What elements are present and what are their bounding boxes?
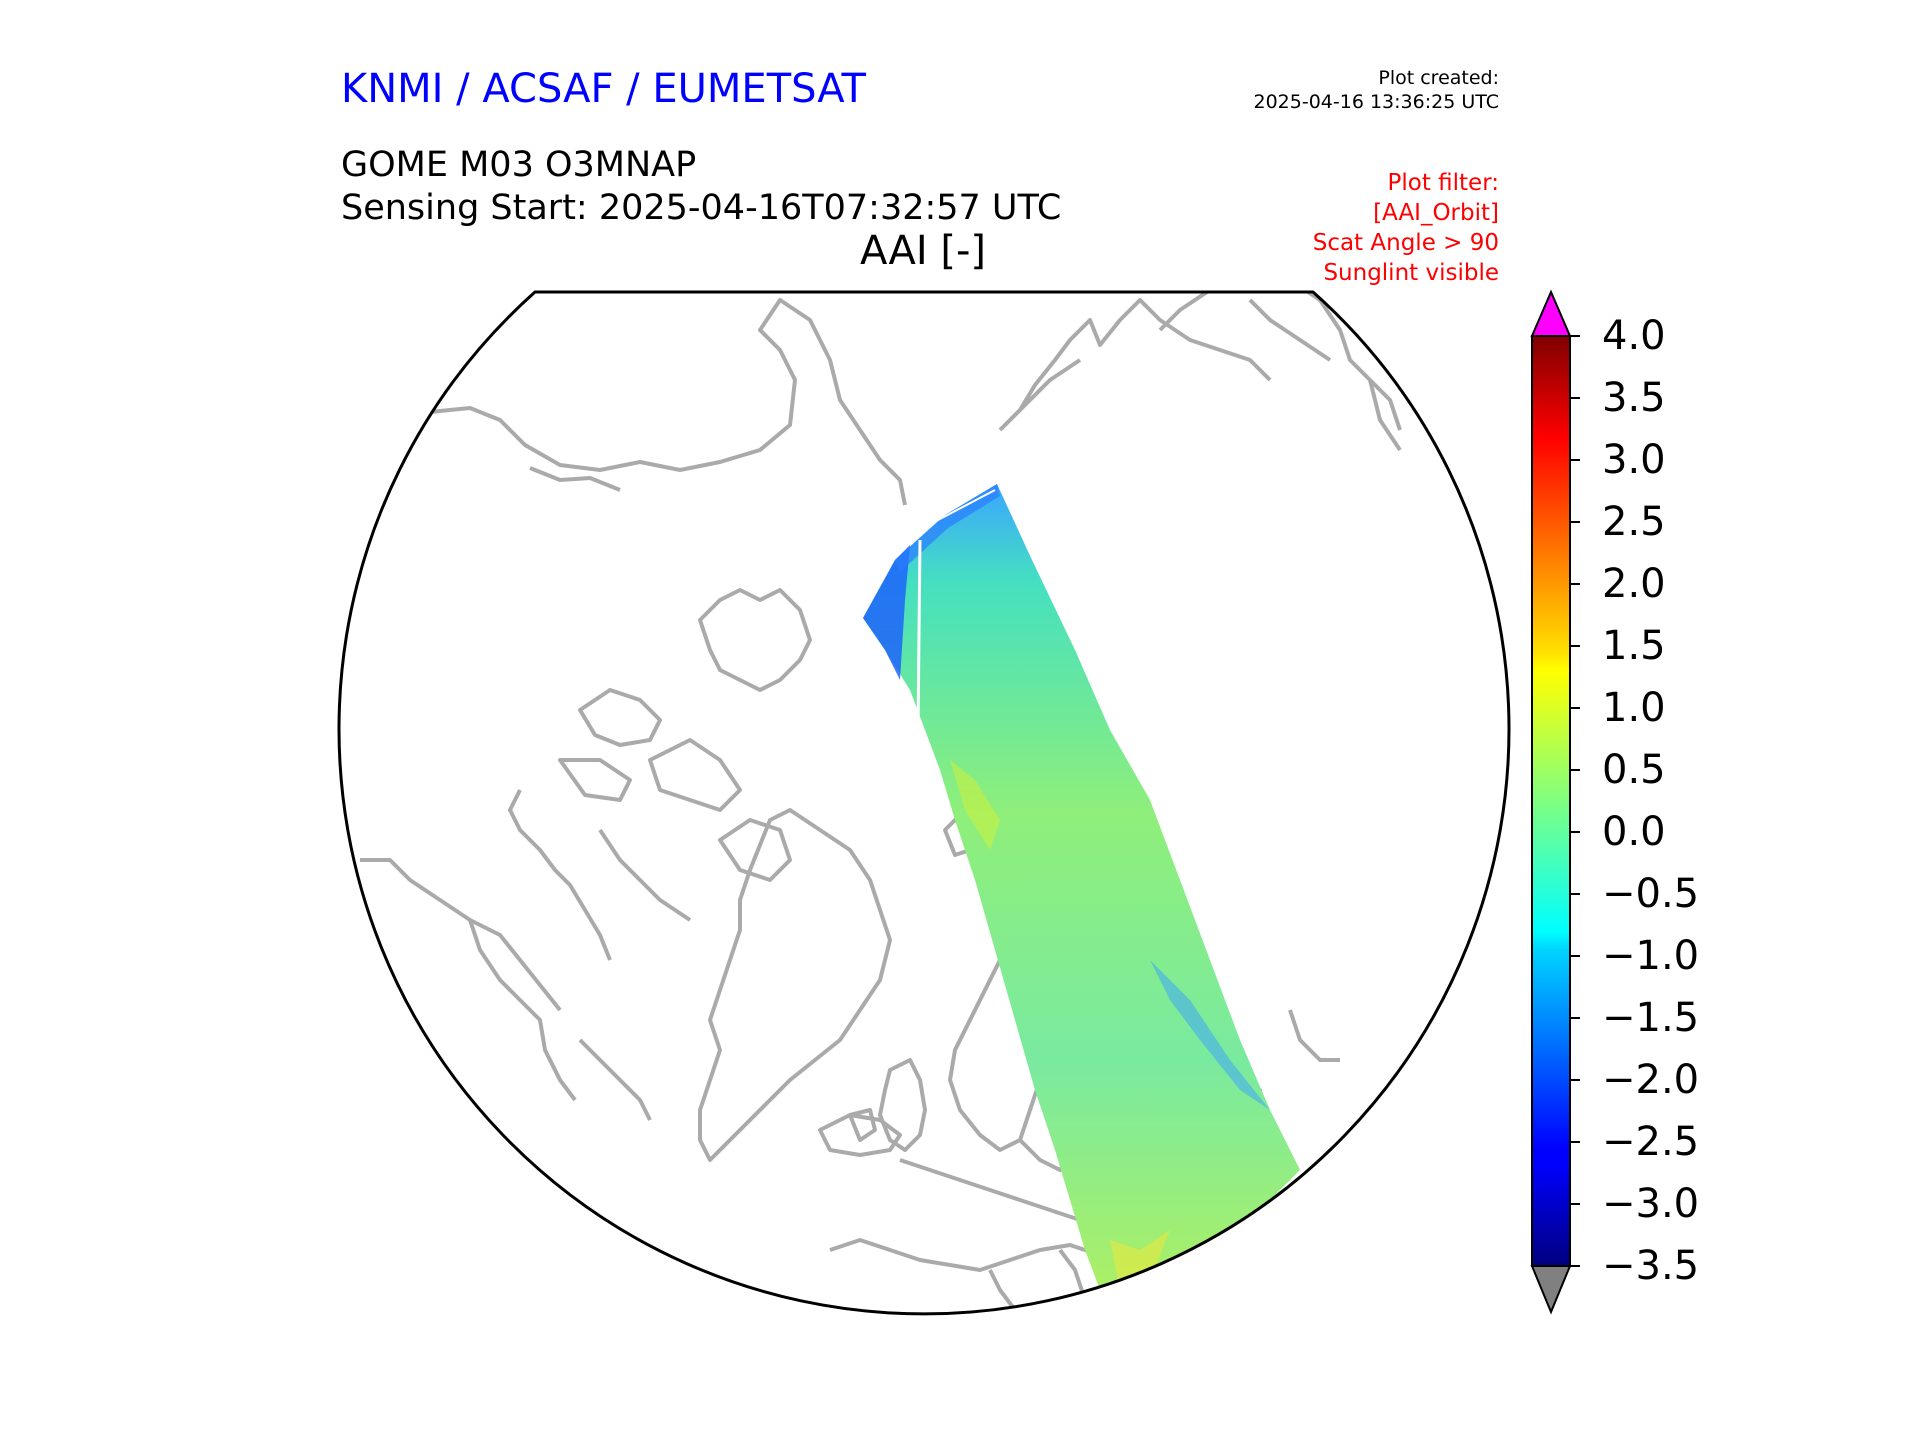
colorbar-tick-label: 3.5	[1602, 375, 1666, 421]
product-name: GOME M03 O3MNAP	[341, 145, 697, 185]
plot-created: Plot created: 2025-04-16 13:36:25 UTC	[1254, 66, 1500, 114]
colorbar-tick-label: −1.5	[1602, 995, 1700, 1041]
variable-title: AAI [-]	[860, 228, 986, 274]
colorbar-tick-label: 3.0	[1602, 437, 1666, 483]
colorbar	[1530, 289, 1580, 1315]
colorbar-tick-label: 2.0	[1602, 561, 1666, 607]
plot-filter-item: Sunglint visible	[1323, 260, 1499, 286]
plot-filter-label: Plot filter:	[1387, 170, 1499, 196]
plot-created-label: Plot created:	[1378, 67, 1499, 89]
colorbar-tick-label: −2.0	[1602, 1057, 1700, 1103]
colorbar-tick-label: 0.5	[1602, 747, 1666, 793]
plot-filters: Plot filter: [AAI_Orbit] Scat Angle > 90…	[1313, 168, 1499, 288]
colorbar-tick-label: 1.5	[1602, 623, 1666, 669]
colorbar-tick-label: −2.5	[1602, 1119, 1700, 1165]
colorbar-tick-label: −0.5	[1602, 871, 1700, 917]
colorbar-tick-label: 2.5	[1602, 499, 1666, 545]
plot-filter-item: Scat Angle > 90	[1312, 230, 1499, 256]
plot-filter-item: [AAI_Orbit]	[1373, 200, 1499, 226]
map-boundary	[337, 290, 1511, 1316]
aai-swath	[863, 484, 1300, 1310]
colorbar-tick-label: 1.0	[1602, 685, 1666, 731]
colorbar-tick-label: −3.5	[1602, 1243, 1700, 1289]
colorbar-tick-label: 0.0	[1602, 809, 1666, 855]
organization-title: KNMI / ACSAF / EUMETSAT	[341, 66, 866, 112]
plot-created-time: 2025-04-16 13:36:25 UTC	[1253, 91, 1500, 113]
colorbar-over-triangle	[1530, 289, 1572, 337]
sensing-start: Sensing Start: 2025-04-16T07:32:57 UTC	[341, 188, 1062, 228]
colorbar-tick-label: 4.0	[1602, 313, 1666, 359]
map-area	[338, 292, 1509, 1314]
colorbar-tick-label: −1.0	[1602, 933, 1700, 979]
colorbar-tick-label: −3.0	[1602, 1181, 1700, 1227]
colorbar-under-triangle	[1530, 1265, 1572, 1315]
